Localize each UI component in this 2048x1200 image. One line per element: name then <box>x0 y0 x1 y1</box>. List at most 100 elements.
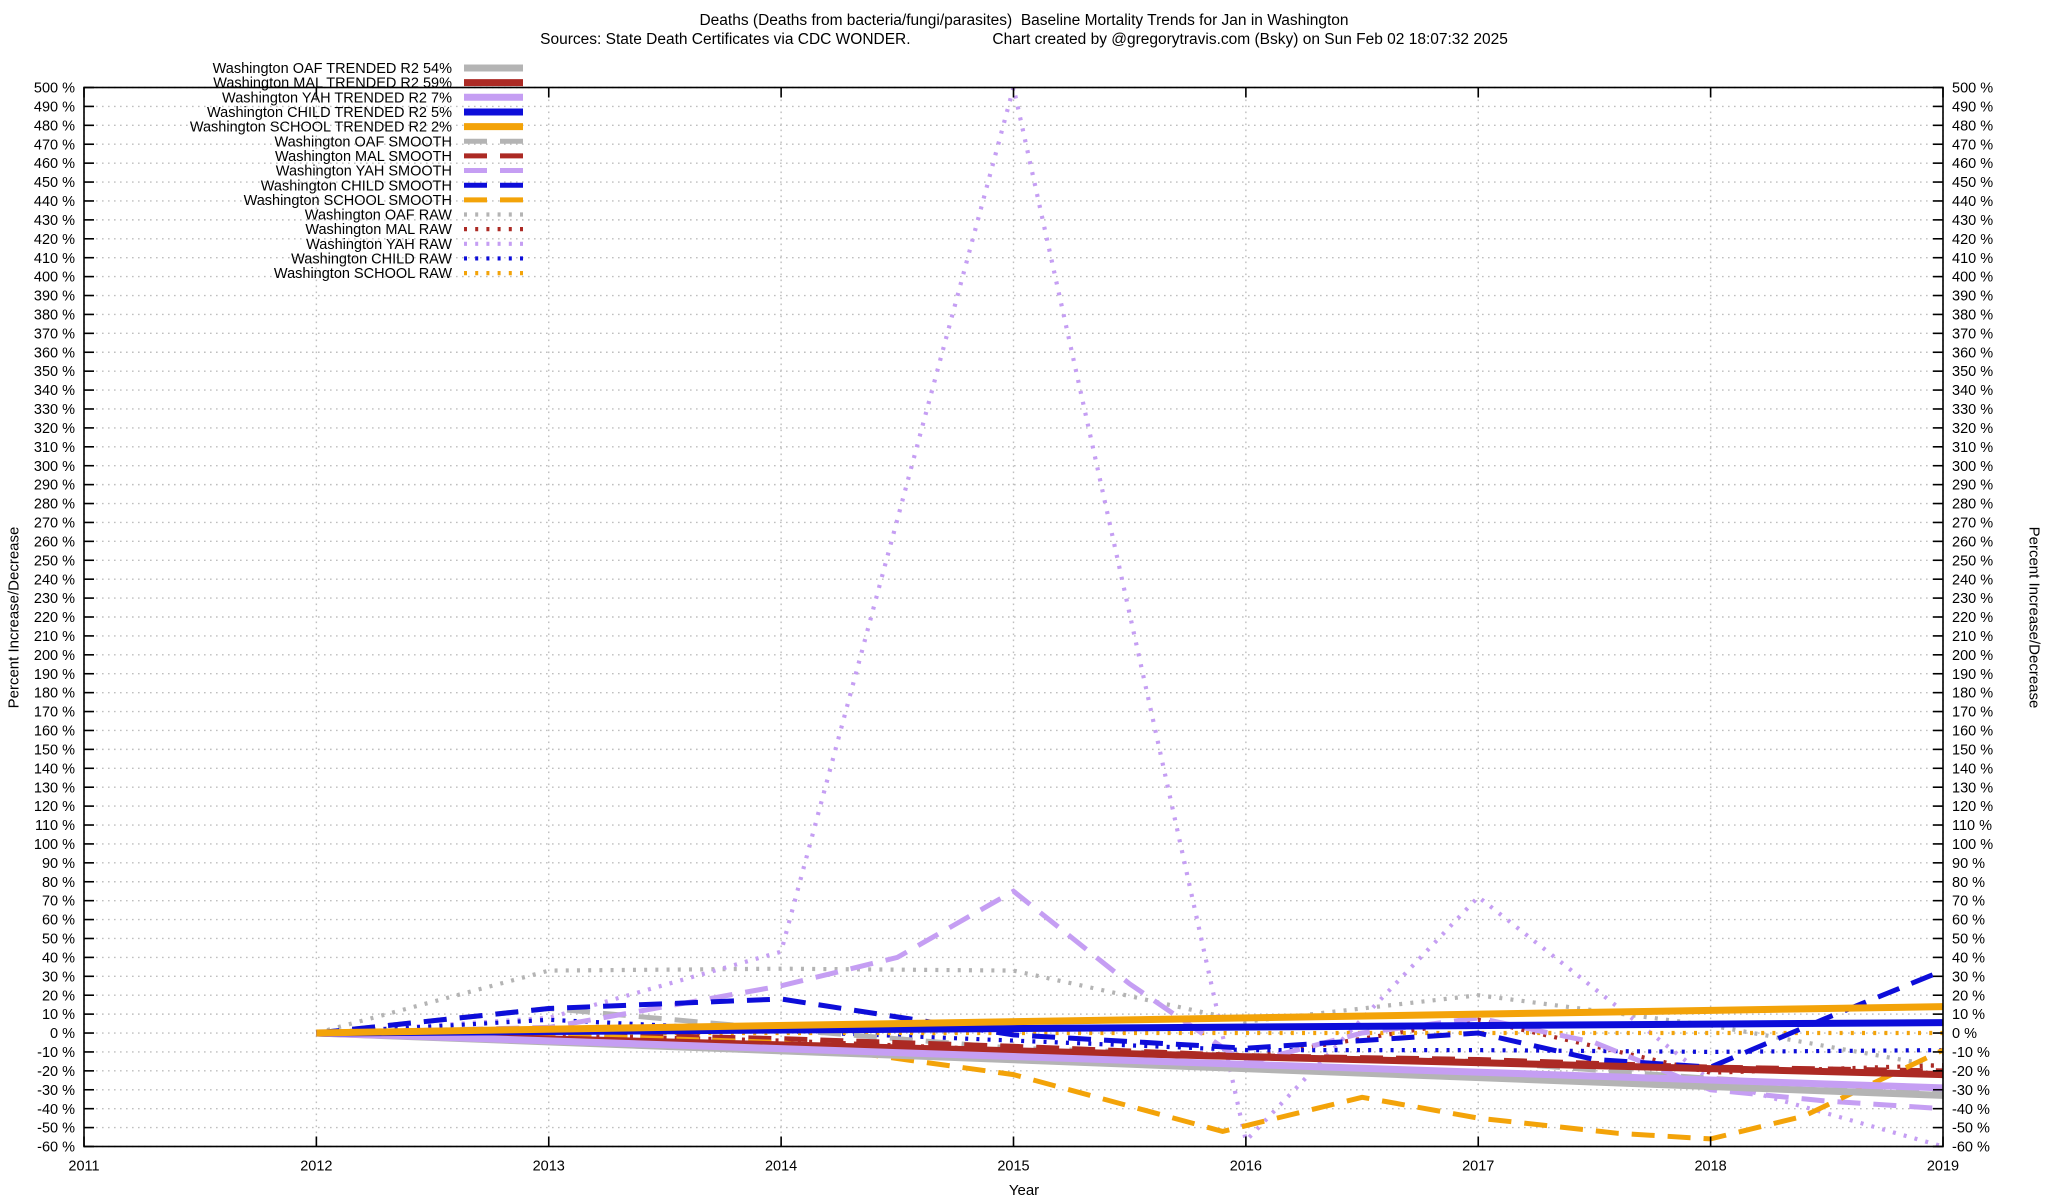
tick-labels: -60 % -60 % -50 % -50 % -40 % -40 % -30 % -30 %… <box>34 81 1993 1175</box>
y-tick-right: 470 % <box>1952 137 1993 153</box>
y-tick-right: -10 % <box>1952 1045 1990 1061</box>
y-tick-left: 450 % <box>34 175 75 191</box>
y-tick-right: 500 % <box>1952 81 1993 97</box>
y-tick-right: 130 % <box>1952 780 1993 796</box>
y-tick-left: 210 % <box>34 629 75 645</box>
y-tick-right: 30 % <box>1952 969 1985 985</box>
y-tick-left: 100 % <box>34 837 75 853</box>
y-tick-left: 320 % <box>34 421 75 437</box>
x-tick: 2014 <box>765 1159 797 1175</box>
y-tick-left: 0 % <box>50 1026 75 1042</box>
y-tick-right: 200 % <box>1952 648 1993 664</box>
chart-subtitle: Sources: State Death Certificates via CD… <box>540 31 1508 48</box>
y-tick-right: 300 % <box>1952 459 1993 475</box>
legend-label: Washington YAH RAW <box>306 237 452 253</box>
legend-item-washington-mal-trended: Washington MAL TRENDED R2 59% <box>213 76 523 92</box>
y-tick-right: 340 % <box>1952 383 1993 399</box>
legend-item-washington-child-raw: Washington CHILD RAW <box>291 252 523 268</box>
x-tick: 2013 <box>533 1159 565 1175</box>
y-tick-right: 0 % <box>1952 1026 1977 1042</box>
y-tick-right: 440 % <box>1952 194 1993 210</box>
series-washington-school-smooth <box>316 1030 1945 1142</box>
y-tick-left: 440 % <box>34 194 75 210</box>
y-tick-left: 280 % <box>34 497 75 513</box>
y-tick-left: 470 % <box>34 137 75 153</box>
y-tick-left: 50 % <box>42 932 75 948</box>
y-tick-left: 300 % <box>34 459 75 475</box>
y-tick-right: 210 % <box>1952 629 1993 645</box>
legend-item-washington-school-smooth: Washington SCHOOL SMOOTH <box>244 193 523 209</box>
y-tick-right: 160 % <box>1952 724 1993 740</box>
y-tick-left: 240 % <box>34 572 75 588</box>
y-tick-right: 190 % <box>1952 667 1993 683</box>
y-tick-right: 220 % <box>1952 610 1993 626</box>
y-tick-right: 150 % <box>1952 742 1993 758</box>
y-tick-left: 430 % <box>34 213 75 229</box>
y-tick-right: 60 % <box>1952 913 1985 929</box>
y-tick-right: -20 % <box>1952 1064 1990 1080</box>
legend-label: Washington YAH TRENDED R2 7% <box>222 90 452 106</box>
x-axis-label: Year <box>1008 1182 1040 1199</box>
y-tick-right: -40 % <box>1952 1102 1990 1118</box>
y-tick-left: 250 % <box>34 553 75 569</box>
y-tick-right: 240 % <box>1952 572 1993 588</box>
y-tick-right: 370 % <box>1952 326 1993 342</box>
y-tick-left: 480 % <box>34 118 75 134</box>
legend-label: Washington SCHOOL SMOOTH <box>244 193 452 209</box>
y-tick-right: 100 % <box>1952 837 1993 853</box>
y-tick-left: -40 % <box>37 1102 75 1118</box>
y-tick-right: -50 % <box>1952 1121 1990 1137</box>
y-tick-left: 350 % <box>34 364 75 380</box>
legend-label: Washington MAL TRENDED R2 59% <box>213 76 452 92</box>
legend-label: Washington CHILD TRENDED R2 5% <box>207 105 452 121</box>
y-tick-left: 90 % <box>42 856 75 872</box>
y-tick-right: 10 % <box>1952 1007 1985 1023</box>
y-tick-right: 330 % <box>1952 402 1993 418</box>
legend-item-washington-oaf-trended: Washington OAF TRENDED R2 54% <box>213 61 523 77</box>
x-tick: 2018 <box>1694 1159 1726 1175</box>
legend-item-washington-mal-raw: Washington MAL RAW <box>305 222 523 238</box>
y-tick-left: 290 % <box>34 478 75 494</box>
legend-label: Washington OAF TRENDED R2 54% <box>213 61 452 77</box>
legend-item-washington-yah-trended: Washington YAH TRENDED R2 7% <box>222 90 523 106</box>
y-tick-right: 320 % <box>1952 421 1993 437</box>
legend-item-washington-school-raw: Washington SCHOOL RAW <box>274 266 523 282</box>
legend-item-washington-child-trended: Washington CHILD TRENDED R2 5% <box>207 105 523 121</box>
y-tick-right: 420 % <box>1952 232 1993 248</box>
y-tick-left: 60 % <box>42 913 75 929</box>
legend-label: Washington OAF SMOOTH <box>274 134 452 150</box>
y-tick-left: 160 % <box>34 724 75 740</box>
series-washington-school-trended <box>316 1003 1944 1037</box>
y-tick-left: 500 % <box>34 81 75 97</box>
y-tick-left: 270 % <box>34 516 75 532</box>
y-tick-right: 80 % <box>1952 875 1985 891</box>
y-tick-left: -50 % <box>37 1121 75 1137</box>
x-tick: 2011 <box>68 1159 99 1175</box>
y-tick-right: 290 % <box>1952 478 1993 494</box>
series-washington-child-smooth <box>316 968 1944 1070</box>
y-tick-left: 260 % <box>34 534 75 550</box>
legend-item-washington-school-trended: Washington SCHOOL TRENDED R2 2% <box>190 120 523 136</box>
y-tick-right: 410 % <box>1952 251 1993 267</box>
y-tick-left: 370 % <box>34 326 75 342</box>
y-tick-right: 180 % <box>1952 686 1993 702</box>
y-tick-right: 270 % <box>1952 516 1993 532</box>
y-tick-left: 410 % <box>34 251 75 267</box>
legend-item-washington-child-smooth: Washington CHILD SMOOTH <box>261 178 523 194</box>
y-tick-left: 10 % <box>42 1007 75 1023</box>
y-tick-left: 420 % <box>34 232 75 248</box>
axes-border-and-ticks <box>83 86 1944 1148</box>
legend-label: Washington YAH SMOOTH <box>276 164 452 180</box>
y-tick-left: 380 % <box>34 308 75 324</box>
x-tick: 2012 <box>300 1159 332 1175</box>
y-tick-right: 20 % <box>1952 988 1985 1004</box>
y-tick-left: 200 % <box>34 648 75 664</box>
y-tick-right: 350 % <box>1952 364 1993 380</box>
y-tick-left: -10 % <box>37 1045 75 1061</box>
y-tick-left: 230 % <box>34 591 75 607</box>
y-tick-left: 150 % <box>34 742 75 758</box>
legend-label: Washington CHILD SMOOTH <box>261 178 452 194</box>
x-tick: 2019 <box>1927 1159 1959 1175</box>
legend-item-washington-yah-raw: Washington YAH RAW <box>306 237 523 253</box>
y-tick-right: -30 % <box>1952 1083 1990 1099</box>
